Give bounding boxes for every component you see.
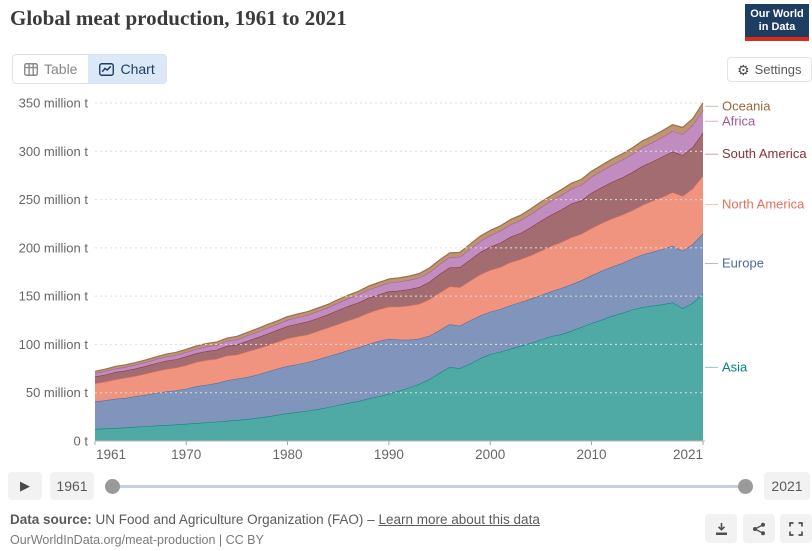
- settings-button[interactable]: ⚙ Settings: [727, 57, 812, 82]
- area-asia[interactable]: [95, 293, 703, 441]
- x-axis-label: 1970: [171, 447, 201, 462]
- table-icon: [24, 62, 38, 76]
- page-title: Global meat production, 1961 to 2021: [10, 6, 347, 30]
- datasource-dash: –: [367, 512, 375, 527]
- chart-icon: [99, 62, 115, 76]
- timeline-end-handle[interactable]: [738, 479, 753, 494]
- y-axis-label: 250 million t: [19, 192, 89, 207]
- owid-logo-line2: in Data: [758, 21, 796, 33]
- legend-label-south-america[interactable]: South America: [722, 146, 807, 161]
- settings-label: Settings: [754, 62, 802, 77]
- area-north-america[interactable]: [95, 175, 703, 402]
- y-axis-label: 0 t: [74, 434, 89, 449]
- owid-logo[interactable]: Our World in Data: [745, 4, 809, 41]
- gear-icon: ⚙: [737, 61, 750, 78]
- y-axis-label: 200 million t: [19, 240, 89, 255]
- download-button[interactable]: [705, 514, 737, 543]
- x-axis-label: 2000: [475, 447, 505, 462]
- y-axis-label: 350 million t: [19, 96, 89, 111]
- datasource-text: UN Food and Agriculture Organization (FA…: [95, 512, 364, 527]
- tab-table-label: Table: [44, 61, 78, 77]
- legend-label-europe[interactable]: Europe: [722, 256, 764, 271]
- tab-table[interactable]: Table: [13, 55, 88, 83]
- y-axis-label: 50 million t: [26, 385, 89, 400]
- timeline-start-handle[interactable]: [105, 479, 120, 494]
- x-axis-label: 1990: [374, 447, 404, 462]
- chart-canvas: 0 t 50 million t 100 million t 150 million …: [19, 96, 808, 463]
- y-axis-label: 100 million t: [19, 337, 89, 352]
- legend-label-oceania[interactable]: Oceania: [722, 98, 771, 113]
- view-toggle: Table Chart: [12, 54, 167, 84]
- fullscreen-icon: [789, 521, 803, 536]
- timeline-slider-track[interactable]: [112, 485, 745, 488]
- datasource-line: Data source: UN Food and Agriculture Org…: [10, 512, 540, 527]
- y-axis-label: 150 million t: [19, 289, 89, 304]
- x-axis-label: 1961: [96, 447, 126, 462]
- download-icon: [715, 522, 727, 535]
- x-axis-label: 1980: [273, 447, 303, 462]
- x-axis-label: 2021: [673, 447, 703, 462]
- timeline-start-year: 1961: [50, 472, 94, 500]
- legend-label-north-america[interactable]: North America: [722, 197, 805, 212]
- legend-label-asia[interactable]: Asia: [722, 359, 748, 374]
- tab-chart-label: Chart: [120, 61, 155, 77]
- area-europe[interactable]: [95, 233, 703, 429]
- owid-logo-line1: Our World: [750, 8, 804, 20]
- y-axis-label: 300 million t: [19, 144, 89, 159]
- learn-more-link[interactable]: Learn more about this data: [378, 512, 540, 527]
- stacked-area-chart: 0 t 50 million t 100 million t 150 million …: [0, 85, 812, 470]
- timeline-play-button[interactable]: ▶: [8, 472, 42, 500]
- legend-label-africa[interactable]: Africa: [722, 113, 756, 128]
- timeline-end-year: 2021: [764, 472, 810, 500]
- tab-chart[interactable]: Chart: [88, 55, 166, 83]
- play-icon: ▶: [20, 478, 30, 493]
- share-icon: [753, 522, 765, 535]
- fullscreen-button[interactable]: [780, 514, 812, 543]
- boundary-oceania: [94, 102, 704, 372]
- datasource-label: Data source:: [10, 512, 92, 527]
- x-axis-label: 2010: [577, 447, 607, 462]
- share-button[interactable]: [743, 514, 775, 543]
- citation-line: OurWorldInData.org/meat-production | CC …: [10, 533, 264, 547]
